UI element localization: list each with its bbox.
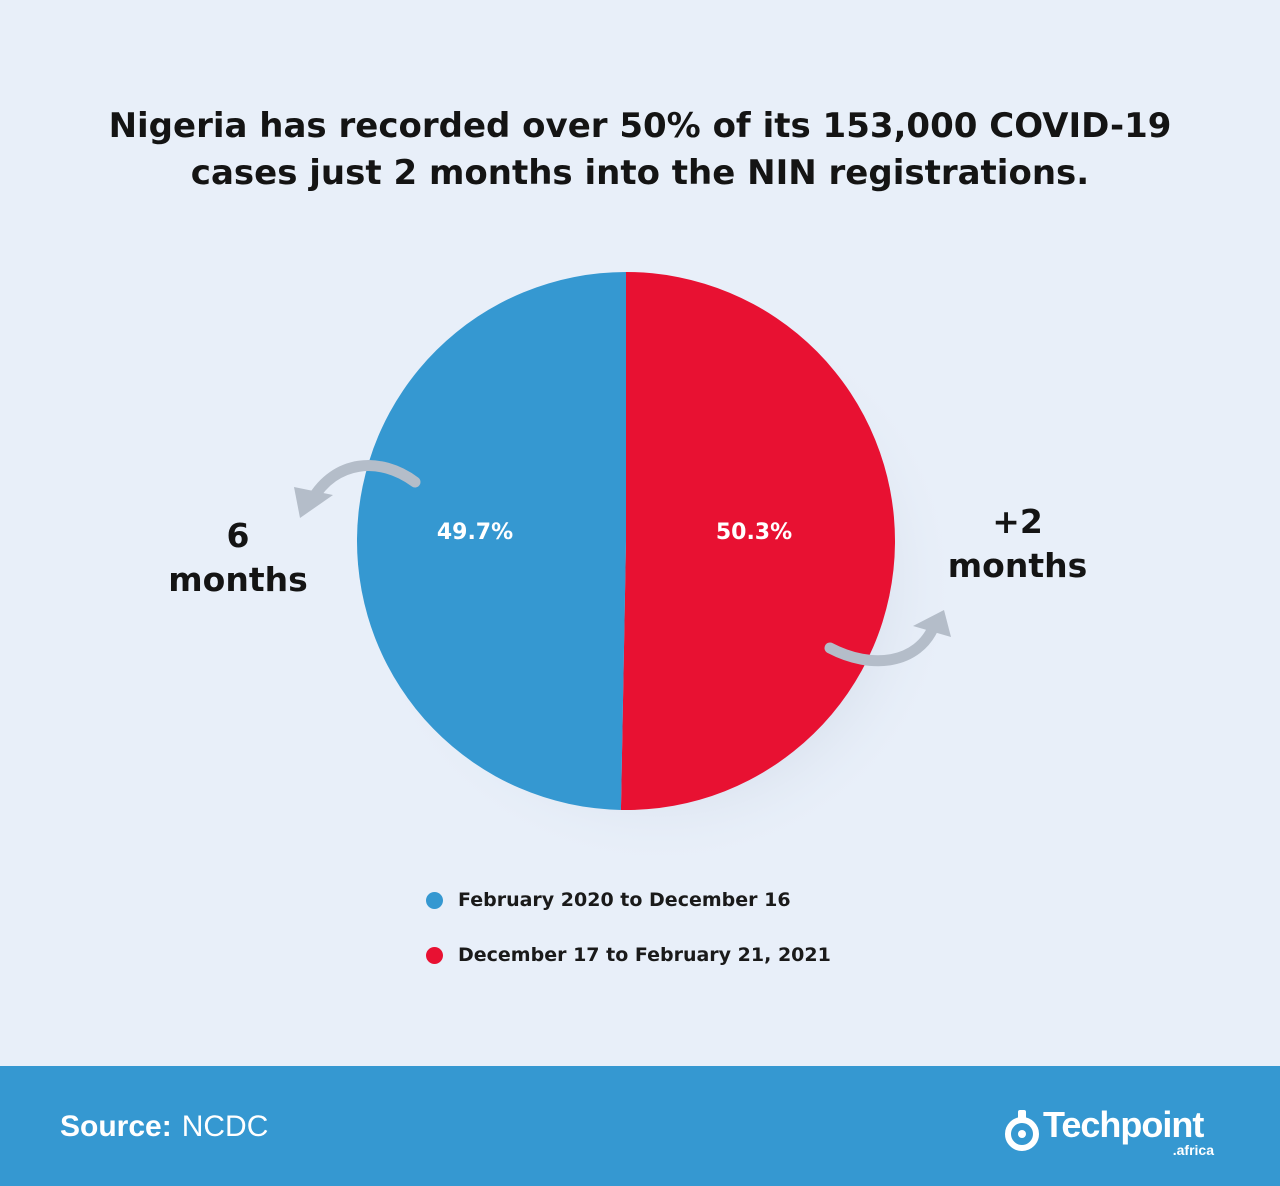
techpoint-logo-icon [1005,1110,1039,1151]
legend-dot-blue [426,891,443,909]
annotation-left-line-2: months [168,560,308,599]
pie-slice-blue [357,272,626,810]
source-value: NCDC [181,1110,269,1143]
annotation-right-line-1: +2 [992,502,1043,541]
annotation-6-months: 6 months [148,514,328,602]
source-label: Source: [60,1110,172,1143]
logo-subtext: .africa [1172,1142,1214,1158]
curved-arrow-right-icon [824,610,951,667]
pie-data-label: 49.7% [437,520,513,545]
legend-item-red: December 17 to February 21, 2021 [426,939,831,971]
pie-data-label: 50.3% [716,520,792,545]
footer: Source: NCDC Techpoint .africa [0,1066,1280,1186]
pie-slice-red [620,272,896,810]
chart-title: Nigeria has recorded over 50% of its 153… [40,103,1240,197]
pie-slices [357,272,896,810]
chart-title-line-2: cases just 2 months into the NIN registr… [190,153,1090,193]
legend-label: December 17 to February 21, 2021 [458,944,831,966]
annotation-right-line-2: months [947,546,1088,585]
techpoint-logo: Techpoint .africa [1005,1096,1220,1166]
curved-arrow-left-icon [294,460,421,518]
annotation-left-line-1: 6 [226,516,250,555]
legend-dot-red [426,946,443,964]
chart-title-line-1: Nigeria has recorded over 50% of its 153… [108,106,1172,146]
annotation-plus-2-months: +2 months [925,500,1110,588]
pie-chart: 49.7% 50.3% [294,272,960,870]
legend: February 2020 to December 16 December 17… [426,884,831,994]
legend-label: February 2020 to December 16 [458,889,791,911]
legend-item-blue: February 2020 to December 16 [426,884,831,916]
pie-data-labels: 49.7% 50.3% [437,520,792,545]
source-credit: Source: NCDC [60,1110,268,1144]
logo-wordmark: Techpoint [1043,1104,1204,1145]
